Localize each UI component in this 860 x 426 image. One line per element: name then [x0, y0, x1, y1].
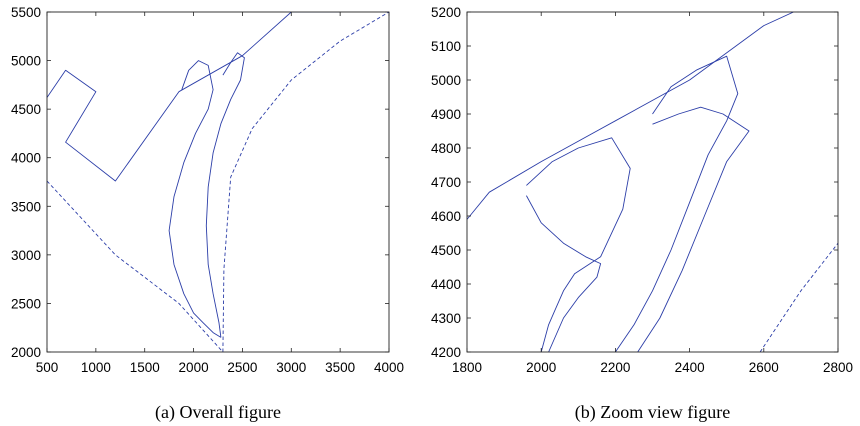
- series-line-5: [615, 55, 739, 352]
- y-tick-label: 4500: [431, 243, 461, 258]
- series-line-1: [467, 12, 794, 220]
- x-tick-label: 2400: [675, 360, 705, 375]
- y-tick-label: 2000: [11, 345, 41, 360]
- series-line-2: [47, 180, 224, 352]
- series-line-1: [47, 12, 341, 182]
- y-tick-label: 4800: [431, 141, 461, 156]
- y-tick-label: 5200: [431, 5, 461, 20]
- y-tick-label: 4200: [431, 345, 461, 360]
- x-tick-label: 1000: [81, 360, 111, 375]
- y-tick-label: 2500: [11, 296, 41, 311]
- x-tick-label: 500: [36, 360, 59, 375]
- y-tick-label: 5500: [11, 5, 41, 20]
- y-tick-label: 4500: [11, 102, 41, 117]
- y-tick-label: 5000: [11, 54, 41, 69]
- y-tick-label: 5000: [431, 73, 461, 88]
- y-tick-label: 4000: [11, 151, 41, 166]
- chart-panel-2: 1800 2000 2200 2400 2600 2800 4200 4300 4400 4500…: [431, 5, 853, 423]
- x-tick-label: 4000: [374, 360, 404, 375]
- series-line-3: [222, 12, 389, 352]
- x-tick-label: 2000: [526, 360, 556, 375]
- series-line-4: [526, 195, 602, 352]
- axes-frame: [46, 11, 390, 353]
- series-line-6: [637, 106, 750, 352]
- axes-frame: [466, 11, 839, 353]
- x-tick-label: 2200: [600, 360, 630, 375]
- plot-area: [47, 12, 389, 352]
- chart-panel-1: 500 1000 1500 2000 2500 3000 3500 4000 2000 2500 3…: [11, 5, 404, 423]
- x-tick-label: 1500: [130, 360, 160, 375]
- series-line-3: [526, 137, 631, 352]
- y-tick-label: 4600: [431, 209, 461, 224]
- x-tick-label: 2600: [749, 360, 779, 375]
- y-tick-label: 4900: [431, 107, 461, 122]
- plot-area: [467, 12, 838, 352]
- y-tick-label: 3000: [11, 248, 41, 263]
- series-line-2: [759, 242, 838, 352]
- x-tick-label: 1800: [452, 360, 482, 375]
- x-tick-label: 3000: [276, 360, 306, 375]
- y-tick-label: 4700: [431, 175, 461, 190]
- x-tick-label: 2800: [823, 360, 853, 375]
- panel-caption: (a) Overall figure: [155, 402, 281, 423]
- series-line-5: [205, 52, 245, 338]
- y-tick-label: 3500: [11, 199, 41, 214]
- y-tick-label: 4300: [431, 311, 461, 326]
- y-tick-label: 4400: [431, 277, 461, 292]
- x-tick-label: 3500: [325, 360, 355, 375]
- x-tick-label: 2000: [179, 360, 209, 375]
- panel-caption: (b) Zoom view figure: [575, 402, 730, 423]
- x-tick-label: 2500: [227, 360, 257, 375]
- y-tick-label: 5100: [431, 39, 461, 54]
- series-line-4: [168, 60, 222, 338]
